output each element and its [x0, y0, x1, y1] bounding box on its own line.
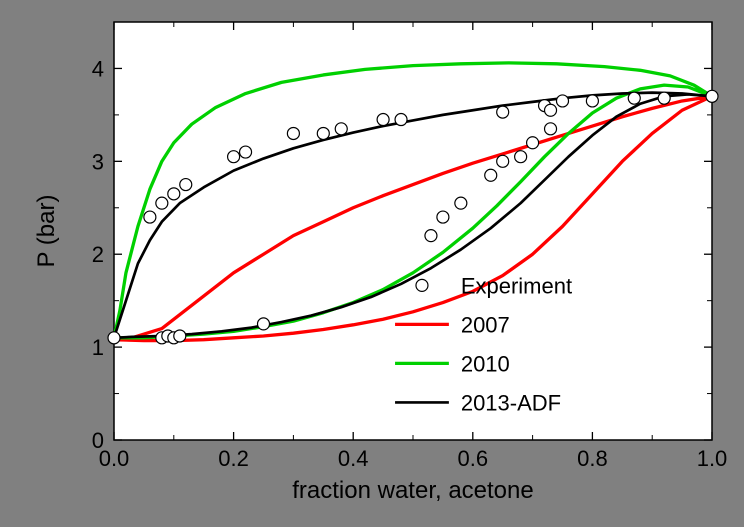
data-point: [144, 211, 156, 223]
data-point: [545, 104, 557, 116]
y-tick-label: 4: [92, 56, 104, 81]
data-point: [174, 330, 186, 342]
data-point: [515, 151, 527, 163]
data-point: [586, 95, 598, 107]
data-point: [377, 114, 389, 126]
data-point: [228, 151, 240, 163]
x-tick-label: 1.0: [697, 446, 728, 471]
data-point: [168, 188, 180, 200]
data-point: [156, 197, 168, 209]
y-tick-label: 3: [92, 149, 104, 174]
chart-container: 0.00.20.40.60.81.001234fraction water, a…: [0, 0, 744, 527]
y-tick-label: 0: [92, 428, 104, 453]
data-point: [455, 197, 467, 209]
x-tick-label: 0.6: [458, 446, 489, 471]
x-tick-label: 0.4: [338, 446, 369, 471]
legend-marker-icon: [416, 279, 428, 291]
data-point: [258, 318, 270, 330]
data-point: [287, 127, 299, 139]
data-point: [108, 332, 120, 344]
data-point: [557, 95, 569, 107]
y-axis-label: P (bar): [33, 195, 60, 268]
data-point: [240, 146, 252, 158]
data-point: [706, 90, 718, 102]
data-point: [395, 114, 407, 126]
data-point: [317, 127, 329, 139]
legend-label: 2010: [461, 351, 510, 376]
data-point: [437, 211, 449, 223]
x-axis-label: fraction water, acetone: [292, 477, 533, 504]
legend-label: 2007: [461, 312, 510, 337]
pressure-vs-fraction-chart: 0.00.20.40.60.81.001234fraction water, a…: [0, 0, 744, 527]
x-tick-label: 0.8: [577, 446, 608, 471]
legend-label: 2013-ADF: [461, 390, 561, 415]
data-point: [180, 179, 192, 191]
data-point: [425, 230, 437, 242]
y-tick-label: 1: [92, 335, 104, 360]
legend-label: Experiment: [461, 273, 572, 298]
plot-area: [114, 22, 712, 440]
data-point: [485, 169, 497, 181]
y-tick-label: 2: [92, 242, 104, 267]
data-point: [628, 92, 640, 104]
data-point: [497, 106, 509, 118]
data-point: [545, 123, 557, 135]
data-point: [658, 92, 670, 104]
x-tick-label: 0.2: [218, 446, 249, 471]
data-point: [497, 155, 509, 167]
data-point: [335, 123, 347, 135]
data-point: [527, 137, 539, 149]
